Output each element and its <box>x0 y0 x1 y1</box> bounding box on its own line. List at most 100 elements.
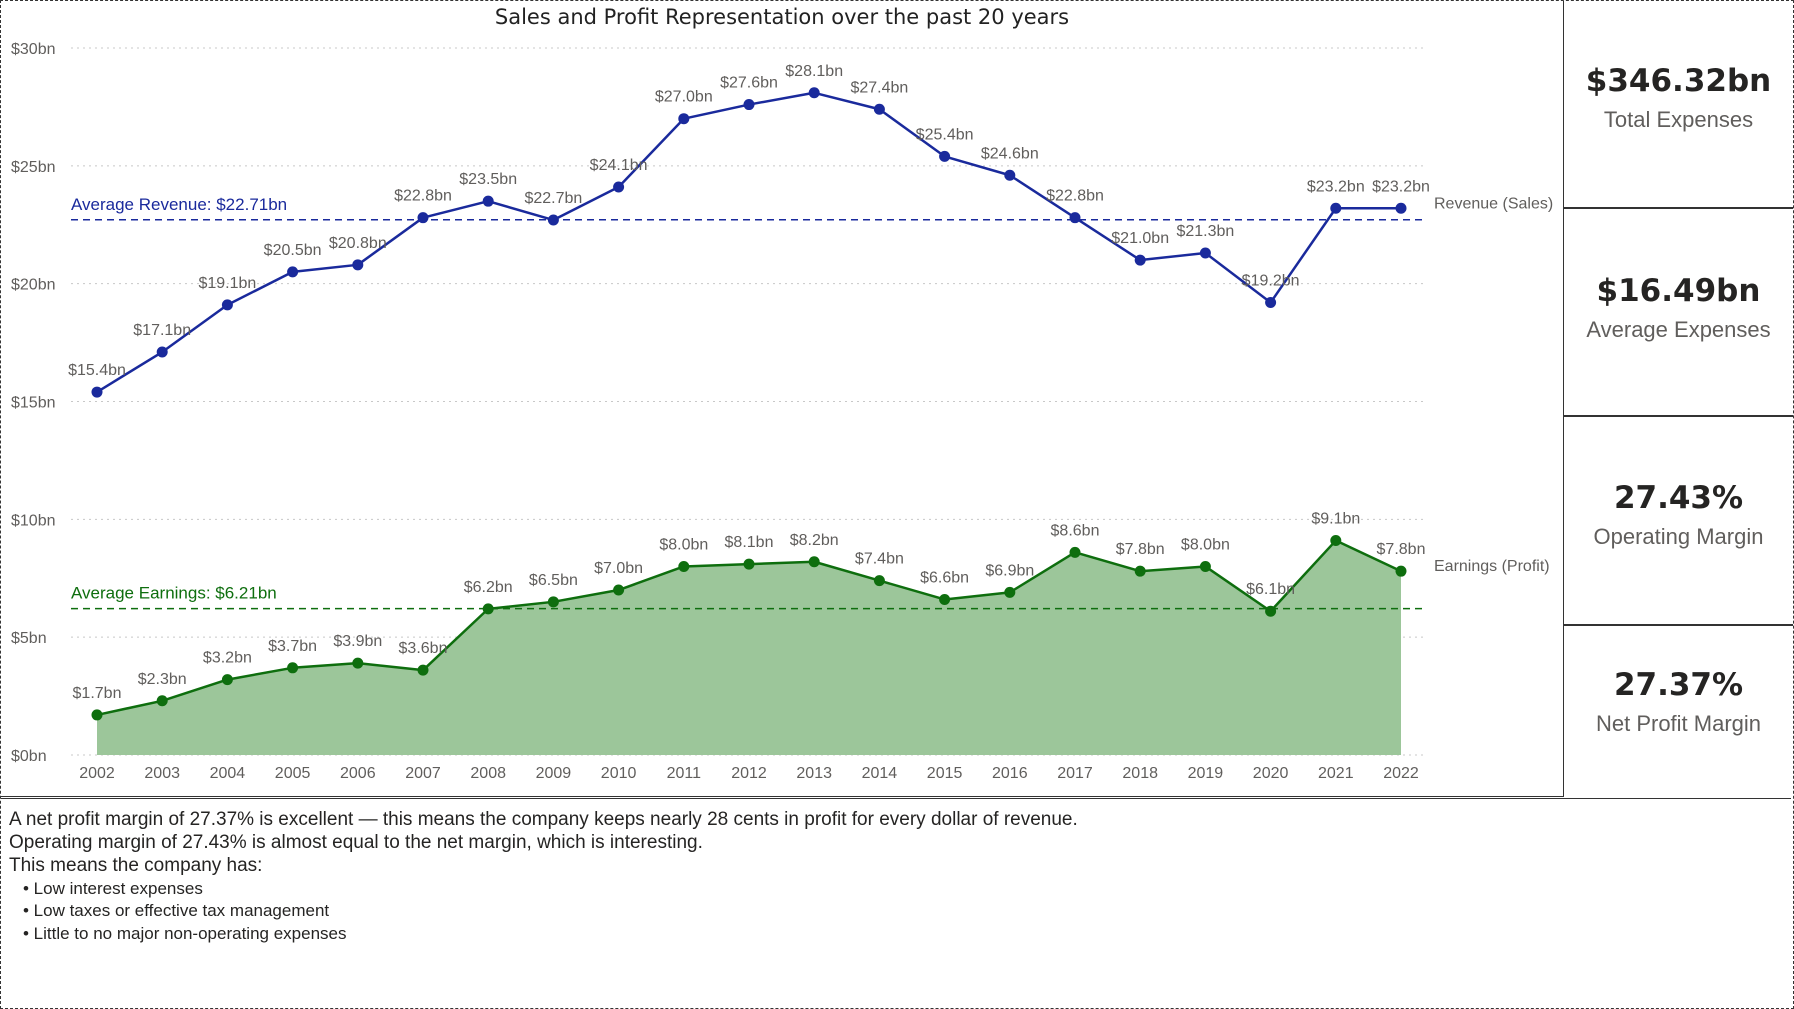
x-tick-label: 2008 <box>470 765 506 782</box>
x-tick-label: 2010 <box>601 765 637 782</box>
x-tick-label: 2022 <box>1383 765 1419 782</box>
revenue-data-label-2009: $22.7bn <box>524 190 582 207</box>
earnings-data-label-2006: $3.9bn <box>333 633 382 650</box>
revenue-data-label-2005: $20.5bn <box>264 242 322 259</box>
earnings-data-label-2020: $6.1bn <box>1246 581 1295 598</box>
earnings-data-label-2005: $3.7bn <box>268 638 317 655</box>
x-tick-label: 2012 <box>731 765 767 782</box>
revenue-point-2012 <box>743 99 755 111</box>
earnings-data-label-2019: $8.0bn <box>1181 536 1230 553</box>
earnings-point-2008 <box>482 603 494 615</box>
earnings-point-2013 <box>808 556 820 568</box>
revenue-data-label-2004: $19.1bn <box>198 275 256 292</box>
revenue-data-label-2020: $19.2bn <box>1242 273 1300 290</box>
kpi-card-total-expenses[interactable]: $346.32bn Total Expenses <box>1564 1 1793 209</box>
revenue-data-label-2010: $24.1bn <box>590 157 648 174</box>
x-tick-label: 2021 <box>1318 765 1354 782</box>
earnings-data-label-2014: $7.4bn <box>855 551 904 568</box>
revenue-data-label-2003: $17.1bn <box>133 322 191 339</box>
revenue-data-label-2011: $27.0bn <box>655 89 713 106</box>
x-tick-label: 2004 <box>210 765 246 782</box>
x-tick-label: 2016 <box>992 765 1028 782</box>
revenue-data-label-2016: $24.6bn <box>981 145 1039 162</box>
x-tick-label: 2019 <box>1188 765 1224 782</box>
earnings-data-label-2003: $2.3bn <box>138 671 187 688</box>
revenue-point-2008 <box>482 195 494 207</box>
kpi-value: $16.49bn <box>1596 273 1761 309</box>
average-earnings-label: Average Earnings: $6.21bn <box>71 584 277 603</box>
kpi-value: $346.32bn <box>1585 63 1772 99</box>
revenue-point-2022 <box>1395 202 1407 214</box>
revenue-point-2004 <box>221 299 233 311</box>
earnings-point-2019 <box>1199 560 1211 572</box>
y-tick-label: $5bn <box>11 630 47 647</box>
earnings-point-2010 <box>613 584 625 596</box>
revenue-point-2015 <box>939 150 951 162</box>
revenue-point-2005 <box>287 266 299 278</box>
note-line-operating-margin: Operating margin of 27.43% is almost equ… <box>9 832 703 853</box>
x-tick-label: 2013 <box>796 765 832 782</box>
revenue-point-2017 <box>1069 212 1081 224</box>
earnings-data-label-2011: $8.0bn <box>659 536 708 553</box>
earnings-point-2007 <box>417 664 429 676</box>
earnings-data-label-2010: $7.0bn <box>594 560 643 577</box>
earnings-point-2009 <box>547 596 559 608</box>
y-tick-label: $30bn <box>11 41 56 58</box>
x-tick-label: 2006 <box>340 765 376 782</box>
revenue-data-label-2018: $21.0bn <box>1111 230 1169 247</box>
revenue-data-label-2007: $22.8bn <box>394 188 452 205</box>
kpi-label: Total Expenses <box>1603 107 1754 132</box>
earnings-point-2012 <box>743 558 755 570</box>
revenue-data-label-2014: $27.4bn <box>850 79 908 96</box>
kpi-column: $346.32bn Total Expenses $16.49bn Averag… <box>1564 1 1793 797</box>
earnings-point-2015 <box>939 593 951 605</box>
chart-title: Sales and Profit Representation over the… <box>494 5 1070 29</box>
earnings-data-label-2002: $1.7bn <box>73 685 122 702</box>
note-bullet-non-operating: • Little to no major non-operating expen… <box>23 924 347 943</box>
kpi-value: 27.37% <box>1613 667 1744 703</box>
x-tick-label: 2020 <box>1253 765 1289 782</box>
average-revenue-label: Average Revenue: $22.71bn <box>71 195 287 214</box>
earnings-point-2020 <box>1265 605 1277 617</box>
x-tick-label: 2011 <box>667 765 702 782</box>
note-line-net-margin: A net profit margin of 27.37% is excelle… <box>9 809 1078 830</box>
note-bullet-interest: • Low interest expenses <box>23 879 203 898</box>
earnings-data-label-2007: $3.6bn <box>399 640 448 657</box>
x-tick-label: 2017 <box>1057 765 1093 782</box>
earnings-area <box>97 540 1401 755</box>
earnings-data-label-2018: $7.8bn <box>1116 541 1165 558</box>
insights-text-box[interactable]: A net profit margin of 27.37% is excelle… <box>1 798 1791 1007</box>
y-tick-label: $25bn <box>11 159 56 176</box>
revenue-point-2007 <box>417 212 429 224</box>
earnings-point-2004 <box>221 674 233 686</box>
x-tick-label: 2014 <box>862 765 898 782</box>
revenue-point-2014 <box>873 103 885 115</box>
revenue-point-2013 <box>808 87 820 99</box>
kpi-card-net-profit-margin[interactable]: 27.37% Net Profit Margin <box>1564 607 1793 797</box>
revenue-point-2003 <box>156 346 168 358</box>
revenue-data-label-2002: $15.4bn <box>68 362 126 379</box>
revenue-data-label-2022: $23.2bn <box>1372 178 1430 195</box>
revenue-point-2006 <box>352 259 364 271</box>
kpi-card-average-expenses[interactable]: $16.49bn Average Expenses <box>1564 209 1793 417</box>
earnings-data-label-2012: $8.1bn <box>725 534 774 551</box>
earnings-data-label-2008: $6.2bn <box>464 579 513 596</box>
earnings-point-2006 <box>352 657 364 669</box>
earnings-data-label-2004: $3.2bn <box>203 650 252 667</box>
earnings-data-label-2015: $6.6bn <box>920 569 969 586</box>
kpi-label: Average Expenses <box>1586 317 1771 342</box>
revenue-data-label-2019: $21.3bn <box>1176 223 1234 240</box>
earnings-point-2018 <box>1134 565 1146 577</box>
earnings-point-2003 <box>156 695 168 707</box>
y-tick-label: $20bn <box>11 277 56 294</box>
legend-earnings-label: Earnings (Profit) <box>1434 558 1550 575</box>
y-tick-label: $0bn <box>11 748 47 765</box>
earnings-data-label-2017: $8.6bn <box>1051 522 1100 539</box>
revenue-data-label-2015: $25.4bn <box>916 126 974 143</box>
earnings-point-2014 <box>873 575 885 587</box>
earnings-data-label-2009: $6.5bn <box>529 572 578 589</box>
kpi-card-operating-margin[interactable]: 27.43% Operating Margin <box>1564 418 1793 626</box>
chart-panel[interactable]: Sales and Profit Representation over the… <box>1 1 1564 797</box>
revenue-data-label-2021: $23.2bn <box>1307 178 1365 195</box>
sales-profit-chart[interactable]: $0bn $5bn $10bn $15bn $20bn $25bn $30bn 2002 200… <box>1 1 1563 796</box>
